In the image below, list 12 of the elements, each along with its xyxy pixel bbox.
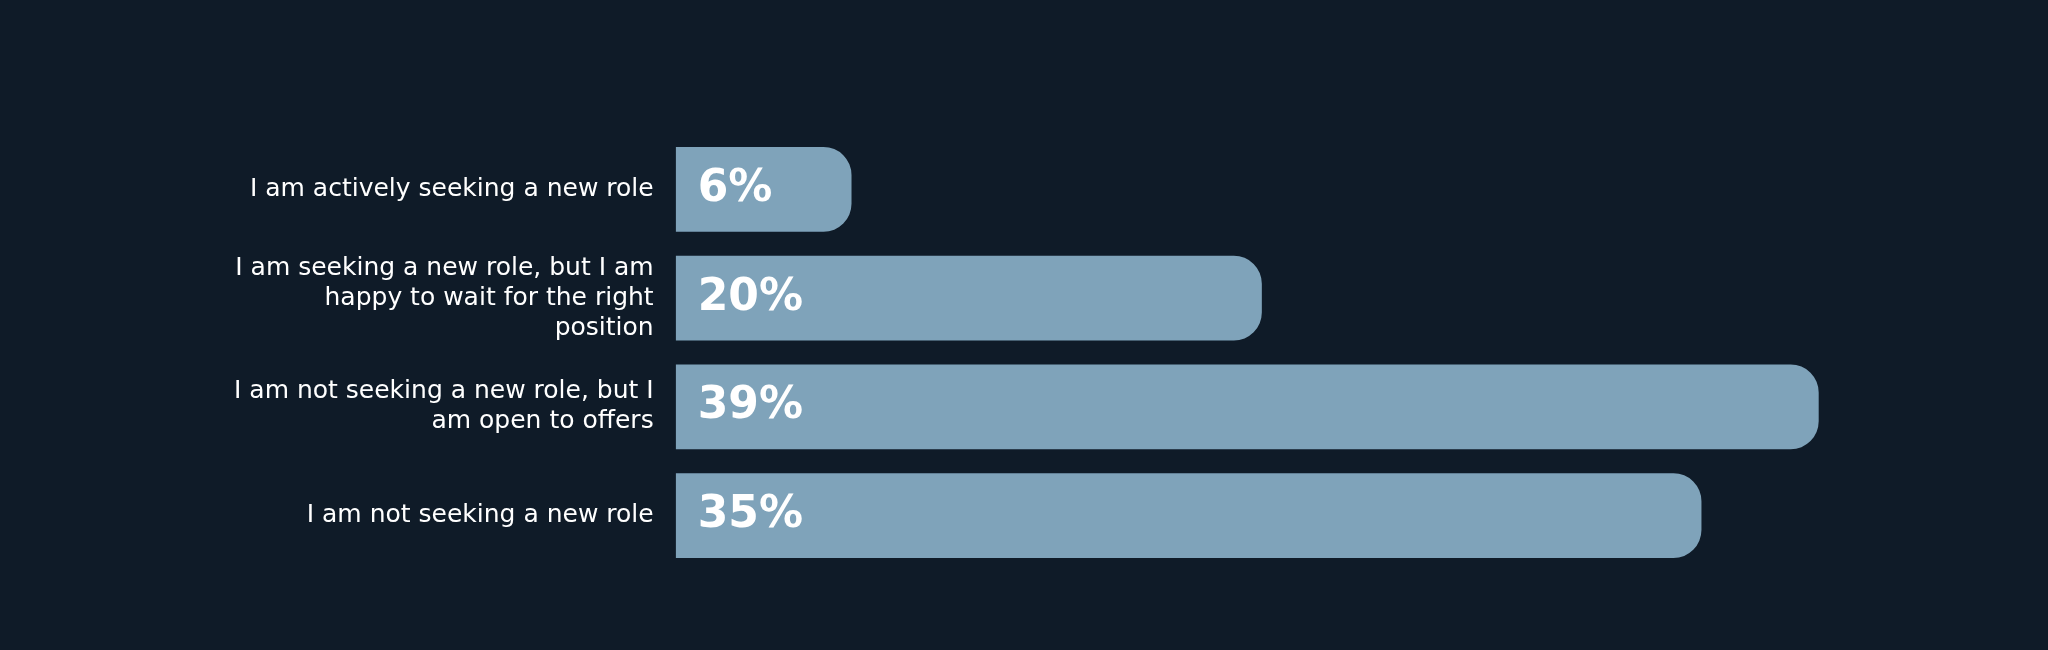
data-label: 39% — [697, 377, 803, 429]
bar — [675, 255, 1262, 341]
bar — [675, 473, 1702, 559]
y-tick-label: I am seeking a new role, but I am happy to wait for the right position — [235, 251, 654, 341]
data-label: 35% — [697, 486, 803, 538]
data-label: 6% — [697, 159, 773, 211]
y-tick-label: I am actively seeking a new role — [249, 172, 654, 202]
y-tick-label: I am not seeking a new role, but I am open to offers — [233, 375, 654, 435]
bar — [675, 364, 1819, 450]
data-label: 20% — [697, 268, 803, 320]
y-tick-label: I am not seeking a new role — [306, 499, 654, 529]
bar — [675, 146, 852, 232]
